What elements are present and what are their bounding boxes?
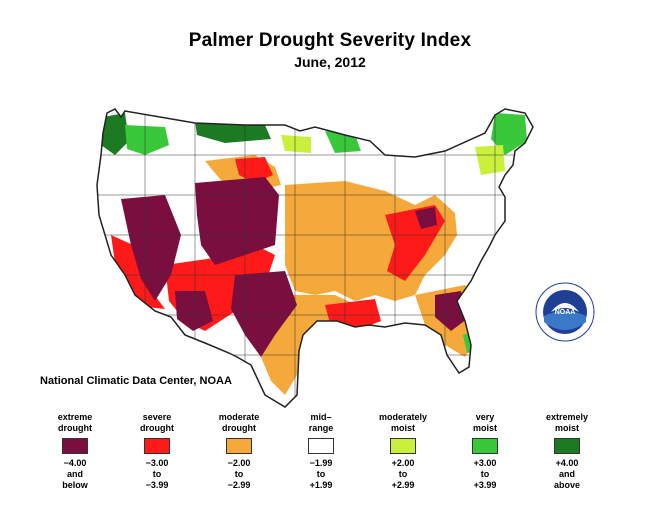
legend-item: mid– range −1.99 to +1.99 <box>286 410 356 491</box>
region-extreme-new-mexico <box>231 271 297 357</box>
legend-range: +4.00 and above <box>553 458 580 490</box>
region-mod-moist-north <box>281 135 311 153</box>
legend-label: severe drought <box>140 412 174 433</box>
legend-swatch <box>144 438 170 454</box>
region-extreme-nevada <box>121 195 181 301</box>
legend-label: moderately moist <box>378 412 428 433</box>
legend-range: +3.00 to +3.99 <box>473 458 497 490</box>
region-extreme-midwest <box>415 207 437 229</box>
legend-item: extreme drought −4.00 and below <box>40 410 110 491</box>
region-mod-moist-northeast <box>475 145 505 175</box>
legend-range: −1.99 to +1.99 <box>309 458 333 490</box>
legend-label: moderate drought <box>218 412 260 433</box>
legend-item: very moist +3.00 to +3.99 <box>450 410 520 491</box>
region-ext-moist-montana <box>195 121 271 143</box>
legend-item: moderate drought −2.00 to −2.99 <box>204 410 274 491</box>
legend-range: −2.00 to −2.99 <box>227 458 251 490</box>
legend-item: moderately moist +2.00 to +2.99 <box>368 410 438 491</box>
map-subtitle: June, 2012 <box>294 54 366 70</box>
region-extreme-arizona <box>175 291 213 331</box>
legend-swatch <box>472 438 498 454</box>
noaa-logo: NOAA <box>535 282 595 342</box>
region-extreme-rockies <box>195 177 279 265</box>
legend-range: −3.00 to −3.99 <box>145 458 169 490</box>
legend-swatch <box>226 438 252 454</box>
map-title: Palmer Drought Severity Index <box>188 30 472 51</box>
legend-label: mid– range <box>308 412 334 433</box>
drought-map <box>96 108 534 408</box>
legend-swatch <box>62 438 88 454</box>
legend-item: extremely moist +4.00 and above <box>532 410 602 491</box>
legend-swatch <box>390 438 416 454</box>
legend-swatch <box>308 438 334 454</box>
legend-label: extremely moist <box>545 412 589 433</box>
region-severe-north <box>235 157 273 183</box>
legend: extreme drought −4.00 and below severe droug… <box>40 410 620 510</box>
region-severe-california <box>111 235 165 309</box>
legend-item: severe drought −3.00 to −3.99 <box>122 410 192 491</box>
credit-text: National Climatic Data Center, NOAA <box>40 375 232 387</box>
legend-range: +2.00 to +2.99 <box>391 458 415 490</box>
region-very-moist-northwest <box>125 125 169 155</box>
legend-swatch <box>554 438 580 454</box>
legend-label: very moist <box>472 412 497 433</box>
noaa-logo-text: NOAA <box>555 309 576 316</box>
region-ext-moist-northwest <box>101 113 129 155</box>
legend-label: extreme drought <box>57 412 93 433</box>
legend-range: −4.00 and below <box>62 458 88 490</box>
region-very-moist-northeast <box>491 113 527 155</box>
